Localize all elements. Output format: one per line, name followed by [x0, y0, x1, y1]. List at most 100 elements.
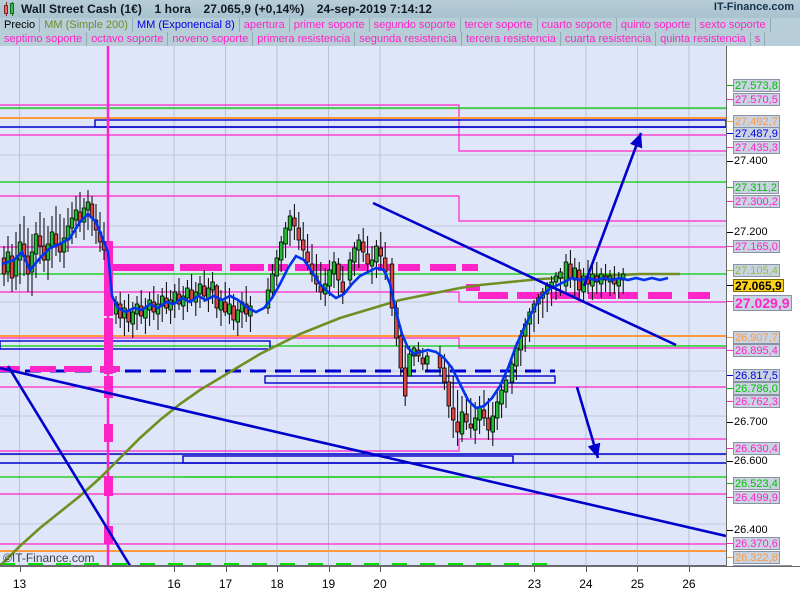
time-label-1: 16	[167, 577, 181, 591]
price-tick-24	[726, 543, 733, 544]
time-axis: 13 16 17 18 19 20 23 24 25 26	[0, 566, 800, 601]
time-tick-4	[328, 567, 330, 572]
legend-item-row1-5[interactable]: segundo soporte	[370, 18, 461, 32]
candle-body-65	[292, 217, 297, 227]
legend-item-row2-7[interactable]: quinta resistencia	[656, 32, 751, 46]
chart-svg	[0, 46, 726, 566]
apertura-band-10	[466, 284, 480, 291]
ascending-trendline	[0, 366, 726, 538]
candle-body-68	[305, 251, 310, 263]
pivot-step-line-2	[0, 195, 726, 222]
price-label-8: 27.200	[734, 226, 768, 238]
legend-item-row1-9[interactable]: sexto soporte	[696, 18, 771, 32]
candle-body-75	[336, 263, 341, 281]
price-label-17: 26.762,3	[733, 395, 780, 408]
legend-item-row1-8[interactable]: quinto soporte	[617, 18, 696, 32]
price-tick-12	[726, 301, 733, 302]
apertura-band-17	[688, 292, 710, 299]
time-tick-8	[637, 567, 639, 572]
legend-item-row2-5[interactable]: tercera resistencia	[462, 32, 561, 46]
time-tick-7	[585, 567, 587, 572]
candle-body-106	[486, 417, 491, 431]
price-label-15: 26.817,5	[733, 369, 780, 382]
price-label-5: 27.400	[734, 155, 768, 167]
price-label-12: 27.029,9	[733, 295, 792, 311]
candle-body-111	[509, 363, 515, 383]
candle-body-52	[222, 301, 228, 313]
candle-body-103	[472, 417, 478, 431]
price-tick-9	[726, 246, 733, 247]
blue-range-box-2	[182, 455, 514, 464]
legend-item-row1-0[interactable]: Precio	[0, 18, 41, 32]
price-tick-4	[726, 147, 733, 148]
candle-body-66	[296, 227, 301, 241]
candle-body-63	[283, 227, 288, 245]
candle-body-67	[300, 239, 306, 251]
legend-item-row1-6[interactable]: tercer soporte	[461, 18, 538, 32]
time-label-2: 17	[218, 577, 233, 591]
blue-range-box-0	[94, 119, 726, 128]
legend-item-row2-3[interactable]: primera resistencia	[253, 32, 356, 46]
candle-body-102	[468, 423, 473, 429]
candle-body-105	[481, 409, 487, 419]
candle-body-13	[53, 233, 59, 245]
candle-body-97	[446, 381, 451, 407]
time-label-7: 24	[579, 577, 593, 591]
candle-body-0	[1, 257, 7, 275]
candle-body-2	[9, 255, 15, 279]
candle-body-82	[369, 259, 375, 267]
time-label-3: 18	[270, 577, 284, 591]
candle-body-9	[37, 235, 43, 247]
datetime-label: 24-sep-2019 7:14:12	[316, 2, 433, 16]
apertura-band-2	[230, 264, 264, 271]
price-label-3: 27.487,9	[733, 127, 780, 140]
candle-body-64	[287, 215, 293, 231]
price-label-13: 26.907,7	[733, 331, 780, 344]
candle-body-121	[553, 275, 559, 283]
price-label-18: 26.700	[734, 416, 768, 428]
legend-item-row1-2[interactable]: MM (Exponencial 8)	[133, 18, 240, 32]
candle-body-76	[340, 281, 345, 293]
legend-item-row1-7[interactable]: cuarto soporte	[538, 18, 617, 32]
price-label-16: 26.786,0	[733, 382, 780, 395]
candle-body-17	[69, 217, 75, 229]
price-tick-0	[726, 85, 733, 86]
open-marker-1	[104, 281, 113, 316]
legend-item-row2-0[interactable]: septimo soporte	[0, 32, 88, 46]
time-tick-0	[19, 567, 21, 572]
legend-item-row1-4[interactable]: primer soporte	[290, 18, 370, 32]
steep-down-trendline	[6, 365, 132, 566]
legend-item-row2-4[interactable]: segunda resistencia	[355, 32, 463, 46]
time-label-6: 23	[527, 577, 542, 591]
legend-item-row2-6[interactable]: cuarta resistencia	[561, 32, 657, 46]
apertura-band-12	[517, 292, 543, 299]
candle-body-18	[73, 209, 79, 221]
candle-body-123	[563, 261, 569, 287]
candle-body-98	[450, 407, 456, 421]
candle-body-104	[477, 407, 482, 421]
candle-body-12	[49, 231, 55, 247]
time-tick-5	[379, 567, 381, 572]
candle-body-61	[274, 257, 279, 277]
price-tick-1	[726, 99, 733, 100]
legend-item-row2-8[interactable]: s	[751, 32, 766, 46]
price-axis[interactable]: 27.573,8 27.570,5 27.492,7 27.487,9 27.435,3…	[726, 46, 800, 566]
apertura-band-14	[588, 292, 616, 299]
chart-plot-area[interactable]: ©IT-Finance.com	[0, 46, 727, 566]
legend-item-row1-3[interactable]: apertura	[240, 18, 290, 32]
ema8-line	[1, 212, 669, 410]
candle-body-100	[459, 411, 465, 435]
price-tick-14	[726, 350, 733, 351]
apertura-band-7	[398, 264, 420, 271]
apertura-band-8	[430, 264, 456, 271]
quote-value: 27.065,9 (+0,14%)	[203, 2, 305, 16]
legend-item-row2-2[interactable]: noveno soporte	[168, 32, 254, 46]
timeframe-label: 1 hora	[154, 2, 192, 16]
legend-item-row1-1[interactable]: MM (Simple 200)	[40, 18, 133, 32]
open-marker-3	[104, 346, 113, 374]
price-tick-11	[726, 285, 733, 286]
legend-item-row2-1[interactable]: octavo soporte	[87, 32, 169, 46]
candle-body-40	[172, 291, 177, 303]
candle-body-109	[499, 389, 504, 405]
